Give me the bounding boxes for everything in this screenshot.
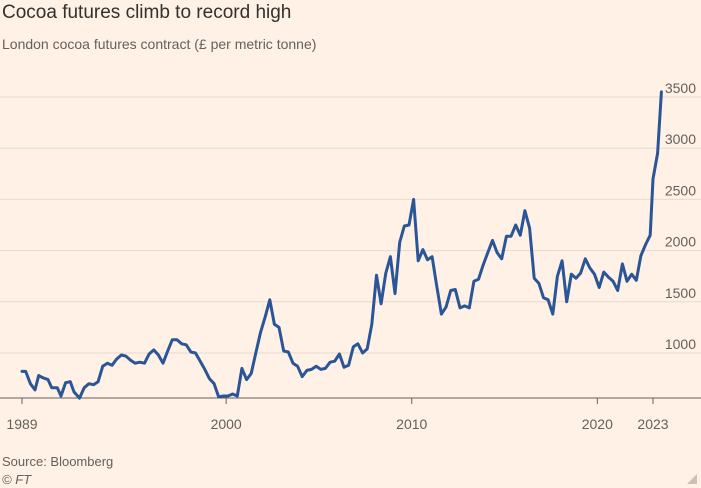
y-tick-label: 3000 xyxy=(665,131,696,147)
series-group xyxy=(20,90,663,400)
x-tick-label: 2020 xyxy=(582,416,613,432)
resize-corner-icon xyxy=(687,474,697,484)
source-note: Source: Bloomberg xyxy=(2,454,114,469)
x-tick-label: 2023 xyxy=(637,416,668,432)
x-axis: 1989 2000 2010 2020 2023 xyxy=(0,397,701,432)
chart-title: Cocoa futures climb to record high xyxy=(2,2,292,23)
y-tick-label: 3500 xyxy=(665,80,696,96)
y-tick-label: 1500 xyxy=(665,285,696,301)
y-tick-label: 2000 xyxy=(665,234,696,250)
chart-subtitle: London cocoa futures contract (£ per met… xyxy=(2,36,317,52)
series-line xyxy=(20,90,663,400)
copyright-note: © FT xyxy=(2,472,32,487)
gridlines xyxy=(0,96,701,354)
y-tick-label: 1000 xyxy=(665,336,696,352)
x-tick-label: 2000 xyxy=(211,416,242,432)
y-tick-label: 2500 xyxy=(665,182,696,198)
line-chart: 1989 2000 2010 2020 2023 1000 1500 2000 2500 300… xyxy=(0,80,701,432)
y-axis: 1000 1500 2000 2500 3000 3500 xyxy=(665,80,696,352)
x-tick-label: 2010 xyxy=(396,416,427,432)
x-tick-label: 1989 xyxy=(6,416,37,432)
